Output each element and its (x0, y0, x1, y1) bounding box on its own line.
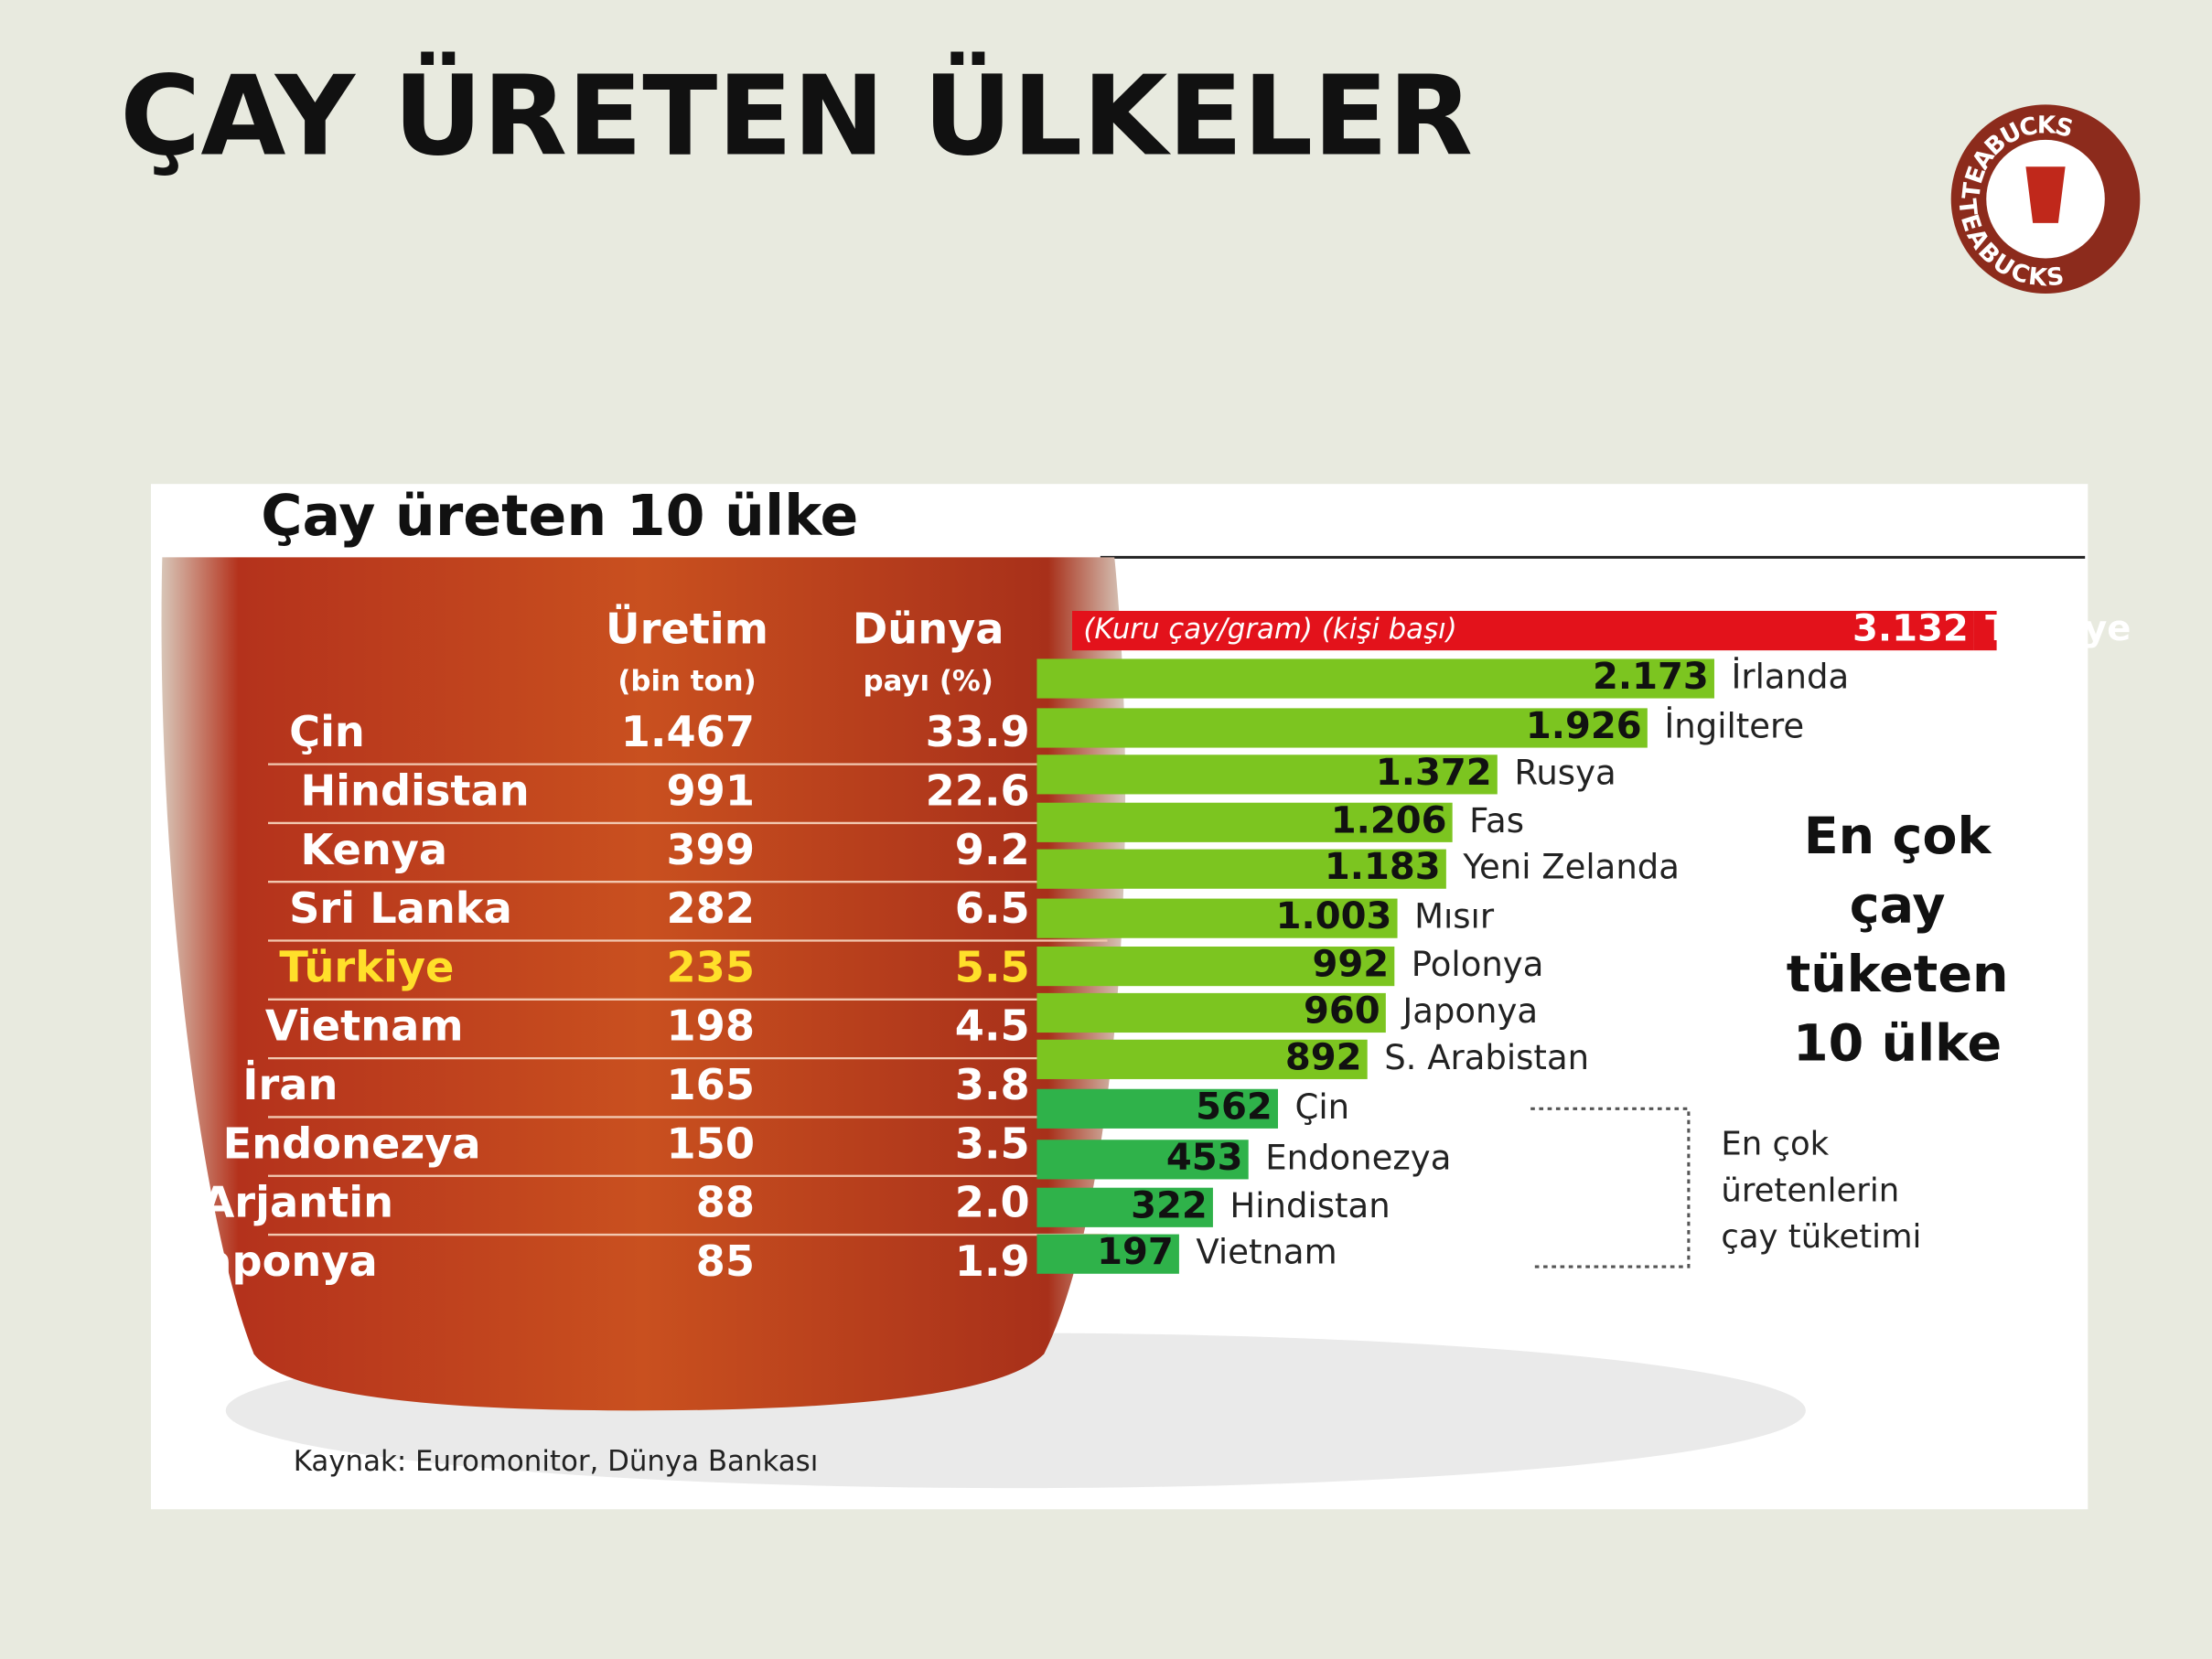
value-label: 3.132 (1852, 608, 1969, 650)
value-label: 1.206 (1331, 799, 1447, 841)
country: Kenya (300, 825, 447, 874)
production-table: Üretim (bin ton) Dünya payı (%) Çin 1.467 33.9… (185, 605, 1108, 1286)
value-label: 1.003 (1276, 895, 1392, 937)
country: Çin (289, 707, 365, 756)
production: 150 (666, 1118, 755, 1168)
side-title: 10 ülke (1793, 1014, 2002, 1074)
value-label: 1.926 (1526, 705, 1642, 747)
world-share: 9.2 (955, 825, 1030, 874)
country: Arjantin (202, 1178, 393, 1227)
country-label: Mısır (1414, 897, 1495, 937)
note: En çok (1721, 1125, 1829, 1162)
source: Kaynak: Euromonitor, Dünya Bankası (294, 1445, 819, 1478)
production: 282 (666, 883, 755, 933)
country-label: Çin (1294, 1087, 1349, 1127)
production: 88 (696, 1178, 755, 1227)
note-bracket (1530, 1107, 1691, 1268)
bar (1036, 849, 1446, 889)
table-header: Dünya (853, 605, 1004, 654)
bar (1036, 1187, 1213, 1227)
production: 991 (666, 765, 755, 815)
world-share: 6.5 (955, 883, 1030, 933)
table-header: (bin ton) (617, 665, 756, 698)
value-label: 322 (1131, 1184, 1208, 1226)
value-label: 562 (1196, 1086, 1272, 1128)
production: 198 (666, 1001, 755, 1051)
value-label: 992 (1312, 944, 1389, 986)
consumption-chart: 3.132 Türkiye (Kuru çay/gram) (kişi başı) 2… (1036, 608, 2131, 1274)
side-title: tüketen (1787, 945, 2009, 1004)
country: İran (242, 1060, 338, 1109)
country-label: Polonya (1412, 945, 1544, 984)
country-label: Japonya (1401, 991, 1538, 1031)
country-label: İrlanda (1731, 657, 1849, 696)
infographic-title: Çay üreten 10 ülke (261, 483, 858, 549)
world-share: 5.5 (955, 942, 1030, 991)
country-label: Endonezya (1265, 1138, 1451, 1177)
table-header: Üretim (606, 605, 768, 654)
world-share: 3.8 (955, 1060, 1030, 1109)
value-label: 2.173 (1593, 656, 1709, 698)
production: 165 (666, 1060, 755, 1109)
value-label: 453 (1166, 1137, 1243, 1179)
country: Japonya (185, 1236, 378, 1286)
world-share: 22.6 (926, 765, 1030, 815)
country-label: Vietnam (1196, 1233, 1337, 1272)
side-title: En çok (1804, 807, 1992, 866)
logo-glass (2025, 166, 2066, 223)
value-label: 1.372 (1376, 752, 1492, 794)
value-label: 1.183 (1325, 846, 1441, 888)
country: Sri Lanka (289, 883, 512, 933)
country: Vietnam (265, 1001, 464, 1051)
country: Türkiye (279, 942, 454, 991)
world-share: 2.0 (955, 1178, 1030, 1227)
world-share: 3.5 (955, 1118, 1030, 1168)
country-label: Yeni Zelanda (1462, 848, 1680, 887)
country: Hindistan (300, 765, 529, 815)
slide-title: ÇAY ÜRETEN ÜLKELER (120, 53, 1473, 181)
country-label: Türkiye (1985, 608, 2131, 649)
value-label: 892 (1285, 1036, 1362, 1078)
world-share: 4.5 (955, 1001, 1030, 1051)
bar (1036, 755, 1498, 795)
value-label: 197 (1097, 1231, 1174, 1273)
country-label: İngiltere (1664, 706, 1804, 745)
production: 85 (696, 1236, 755, 1286)
bar (1036, 1140, 1249, 1180)
value-label: 960 (1304, 990, 1380, 1032)
bar (1036, 1234, 1179, 1274)
bar (1036, 946, 1395, 987)
country-label: Fas (1469, 801, 1524, 840)
bar (1036, 898, 1398, 938)
bar (1036, 802, 1453, 842)
bar (1071, 610, 1974, 651)
world-share: 33.9 (926, 707, 1030, 756)
bar (1036, 992, 1386, 1033)
bar (1036, 1088, 1278, 1129)
production: 1.467 (621, 707, 755, 756)
country-label: Rusya (1514, 753, 1616, 792)
note: üretenlerin (1721, 1172, 1899, 1209)
side-title: çay (1850, 875, 1946, 935)
label-strip (1973, 610, 1997, 651)
country-label: S. Arabistan (1384, 1038, 1589, 1077)
tea-glass (161, 557, 1126, 1411)
table-header: payı (%) (864, 665, 993, 698)
note: çay tüketimi (1721, 1218, 1921, 1256)
logo: TEABUCKS TEABUCKS (1950, 104, 2141, 294)
bar (1036, 1039, 1368, 1079)
unit-note: (Kuru çay/gram) (kişi başı) (1083, 613, 1456, 646)
world-share: 1.9 (955, 1236, 1030, 1286)
country-label: Hindistan (1229, 1186, 1390, 1226)
production: 399 (666, 825, 755, 874)
bar (1036, 708, 1648, 748)
production: 235 (666, 942, 755, 991)
bar (1036, 658, 1714, 699)
country: Endonezya (223, 1118, 481, 1168)
